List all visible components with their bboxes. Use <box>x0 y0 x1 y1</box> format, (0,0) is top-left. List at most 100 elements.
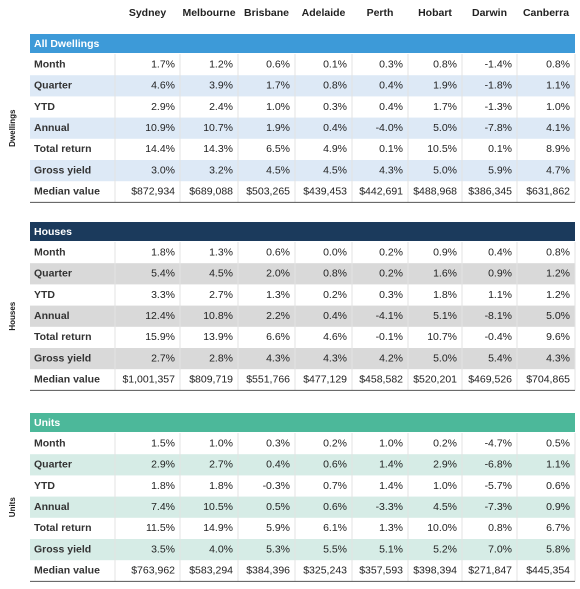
cell: $271,847 <box>468 565 512 577</box>
cell: $398,394 <box>413 565 457 577</box>
cell: 0.6% <box>323 459 347 471</box>
section-title-bar <box>30 413 575 432</box>
cell: $583,294 <box>189 565 233 577</box>
cell: 13.9% <box>203 331 233 343</box>
cell: 0.1% <box>488 143 512 155</box>
cell: 0.5% <box>266 501 290 513</box>
cell: -6.8% <box>485 459 512 471</box>
cell: $872,934 <box>131 186 175 198</box>
cell: 4.3% <box>546 352 570 364</box>
cell: 4.2% <box>379 352 403 364</box>
row-shade <box>30 75 575 97</box>
cell: 6.1% <box>323 522 347 534</box>
cell: 0.9% <box>433 246 457 258</box>
cell: 4.5% <box>266 164 290 176</box>
cell: -4.1% <box>376 310 403 322</box>
cell: 1.6% <box>433 268 457 280</box>
cell: 5.2% <box>433 543 457 555</box>
cell: 0.5% <box>546 437 570 449</box>
cell: 4.1% <box>546 122 570 134</box>
cell: 2.7% <box>209 289 233 301</box>
row-label: YTD <box>34 480 55 492</box>
row-label: Quarter <box>34 268 72 280</box>
cell: 1.1% <box>546 80 570 92</box>
cell: -5.7% <box>485 480 512 492</box>
column-header: Melbourne <box>182 7 235 19</box>
cell: 8.9% <box>546 143 570 155</box>
row-shade <box>30 539 575 561</box>
cell: 5.0% <box>433 122 457 134</box>
cell: -0.1% <box>376 331 403 343</box>
row-shade <box>30 454 575 476</box>
row-label: Annual <box>34 122 70 134</box>
cell: 1.2% <box>209 58 233 70</box>
cell: 3.0% <box>151 164 175 176</box>
row-shade <box>30 160 575 182</box>
cell: 10.8% <box>203 310 233 322</box>
column-header: Adelaide <box>302 7 346 19</box>
section-title: Houses <box>34 226 72 238</box>
cell: 1.8% <box>151 480 175 492</box>
column-header: Hobart <box>418 7 452 19</box>
cell: 3.9% <box>209 80 233 92</box>
cell: -4.0% <box>376 122 403 134</box>
cell: 1.9% <box>266 122 290 134</box>
cell: 1.0% <box>379 437 403 449</box>
cell: 7.0% <box>488 543 512 555</box>
row-shade <box>30 496 575 518</box>
cell: $442,691 <box>359 186 403 198</box>
cell: 0.2% <box>323 289 347 301</box>
cell: -1.8% <box>485 80 512 92</box>
cell: $439,453 <box>303 186 347 198</box>
cell: 1.0% <box>433 480 457 492</box>
row-label: Month <box>34 437 66 449</box>
cell: 0.8% <box>323 80 347 92</box>
cell: 11.5% <box>146 522 175 534</box>
cell: 0.2% <box>379 246 403 258</box>
cell: 2.9% <box>151 101 175 113</box>
cell: 0.4% <box>266 459 290 471</box>
cell: 3.2% <box>209 164 233 176</box>
cell: -7.3% <box>485 501 512 513</box>
cell: $704,865 <box>526 374 570 386</box>
row-shade <box>30 305 575 327</box>
cell: 10.9% <box>145 122 175 134</box>
column-header: Canberra <box>523 7 569 19</box>
cell: -4.7% <box>485 437 512 449</box>
cell: 5.8% <box>546 543 570 555</box>
cell: 4.3% <box>379 164 403 176</box>
column-header: Sydney <box>129 7 167 19</box>
cell: $384,396 <box>246 565 290 577</box>
cell: 0.8% <box>546 58 570 70</box>
cell: 5.3% <box>266 543 290 555</box>
cell: 1.0% <box>546 101 570 113</box>
row-label: Gross yield <box>34 164 91 176</box>
cell: $763,962 <box>131 565 175 577</box>
cell: -3.3% <box>376 501 403 513</box>
cell: 1.2% <box>546 289 570 301</box>
cell: 10.0% <box>427 522 457 534</box>
cell: 4.9% <box>323 143 347 155</box>
row-label: Median value <box>34 565 100 577</box>
cell: $520,201 <box>413 374 457 386</box>
cell: 12.4% <box>145 310 175 322</box>
cell: 0.0% <box>323 246 347 258</box>
cell: 5.0% <box>433 352 457 364</box>
cell: 2.0% <box>266 268 290 280</box>
row-label: Total return <box>34 522 92 534</box>
cell: 6.5% <box>266 143 290 155</box>
cell: 5.1% <box>379 543 403 555</box>
cell: 1.7% <box>433 101 457 113</box>
cell: -0.4% <box>485 331 512 343</box>
cell: 0.4% <box>323 122 347 134</box>
cell: 0.4% <box>379 80 403 92</box>
cell: 0.3% <box>323 101 347 113</box>
cell: 1.4% <box>379 480 403 492</box>
cell: 0.8% <box>323 268 347 280</box>
cell: 0.8% <box>433 58 457 70</box>
side-label: Houses <box>8 301 17 330</box>
cell: 1.5% <box>151 437 175 449</box>
cell: 0.3% <box>266 437 290 449</box>
cell: 15.9% <box>145 331 175 343</box>
